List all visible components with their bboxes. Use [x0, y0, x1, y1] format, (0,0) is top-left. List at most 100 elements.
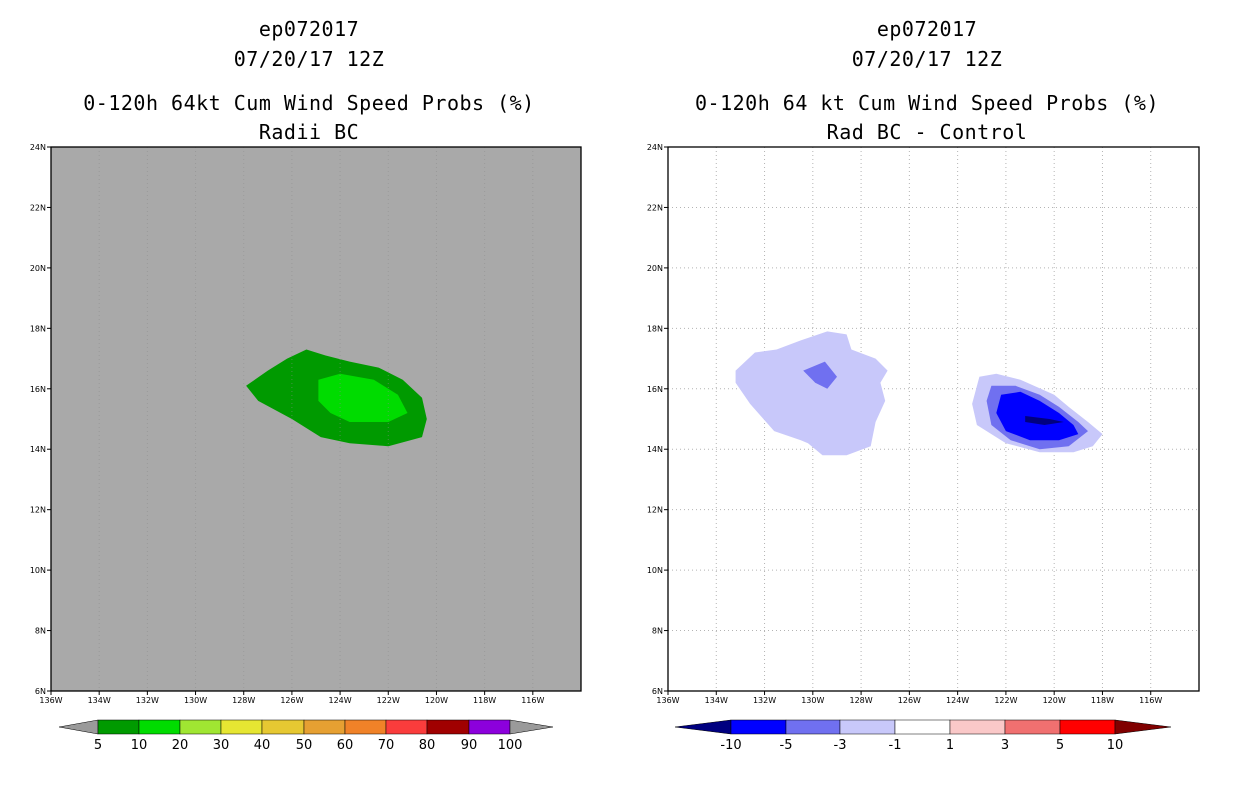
legend-label: 100 [498, 738, 523, 753]
legend-arrow-right [1114, 719, 1172, 735]
plot-frame [50, 146, 582, 692]
contour-region [803, 361, 837, 389]
legend-swatch [344, 719, 387, 735]
legend-label: -1 [889, 738, 902, 753]
x-tick-label: 128W [849, 696, 872, 705]
y-tick-label: 12N [30, 506, 46, 515]
contour-region [735, 331, 888, 456]
right-panel: ep072017 07/20/17 12Z 0-120h 64 kt Cum W… [618, 0, 1236, 800]
x-tick-label: 120W [425, 696, 448, 705]
color-legend: 5 10 20 30 40 50 60 70 80 90 100 [58, 719, 554, 753]
plot-frame [667, 146, 1200, 692]
y-tick-label: 6N [652, 687, 663, 696]
x-tick-label: 136W [39, 696, 62, 705]
y-tick-label: 8N [652, 627, 663, 636]
storm-id: ep072017 [876, 17, 978, 41]
y-tick-label: 18N [30, 324, 46, 333]
legend-swatch [261, 719, 305, 735]
legend-label: -10 [720, 738, 741, 753]
legend-label: 90 [461, 738, 478, 753]
y-tick-label: 14N [30, 445, 46, 454]
y-tick-label: 10N [647, 566, 663, 575]
legend-label: 30 [213, 738, 230, 753]
date-label: 07/20/17 12Z [233, 47, 385, 71]
legend-swatch [426, 719, 470, 735]
x-tick-label: 132W [753, 696, 776, 705]
legend-swatch [97, 719, 140, 735]
x-tick-label: 128W [232, 696, 255, 705]
y-tick-label: 22N [647, 203, 663, 212]
legend-label: 5 [94, 738, 102, 753]
legend-swatch [385, 719, 428, 735]
x-tick-label: 124W [946, 696, 969, 705]
legend-label: 10 [131, 738, 148, 753]
color-legend: -10 -5 -3 -1 1 3 5 10 [674, 719, 1172, 753]
x-tick-label: 126W [280, 696, 303, 705]
plot-area [668, 147, 1199, 691]
legend-label: 50 [296, 738, 313, 753]
legend-swatch [468, 719, 511, 735]
legend-swatch [138, 719, 181, 735]
x-tick-label: 136W [656, 696, 679, 705]
legend-label: 80 [419, 738, 436, 753]
legend-label: 3 [1001, 738, 1009, 753]
contour-region [1025, 416, 1064, 425]
legend-swatch [1059, 719, 1116, 735]
y-tick-label: 6N [35, 687, 46, 696]
x-tick-label: 134W [88, 696, 111, 705]
legend-swatch [179, 719, 222, 735]
y-tick-label: 24N [647, 143, 663, 152]
legend-label: 60 [337, 738, 354, 753]
legend-swatch [785, 719, 841, 735]
legend-label: 1 [946, 738, 954, 753]
legend-label: 40 [254, 738, 271, 753]
legend-label: 5 [1056, 738, 1064, 753]
legend-label: 10 [1107, 738, 1124, 753]
y-tick-label: 12N [647, 506, 663, 515]
x-tick-label: 130W [801, 696, 824, 705]
storm-id: ep072017 [258, 17, 360, 41]
y-tick-label: 20N [647, 264, 663, 273]
x-tick-label: 134W [705, 696, 728, 705]
legend-label: -3 [834, 738, 847, 753]
legend-label: 70 [378, 738, 395, 753]
y-tick-label: 8N [35, 627, 46, 636]
x-tick-label: 132W [136, 696, 159, 705]
legend-arrow-right [509, 719, 554, 735]
legend-label: -5 [780, 738, 793, 753]
date-label: 07/20/17 12Z [851, 47, 1003, 71]
x-tick-label: 116W [1139, 696, 1162, 705]
y-tick-label: 10N [30, 566, 46, 575]
chart-subtitle: Rad BC - Control [826, 120, 1028, 144]
x-tick-label: 122W [994, 696, 1017, 705]
legend-swatch [730, 719, 787, 735]
legend-swatch [303, 719, 346, 735]
y-tick-label: 22N [30, 203, 46, 212]
legend-swatch [839, 719, 896, 735]
legend-swatch [220, 719, 263, 735]
map-chart: 136W 134W 132W 130W 128W 126W 124W 122W 120W 118W… [30, 143, 582, 753]
legend-label: 20 [172, 738, 189, 753]
y-tick-label: 14N [647, 445, 663, 454]
x-tick-label: 116W [521, 696, 544, 705]
legend-arrow-left [674, 719, 732, 735]
x-tick-label: 118W [1091, 696, 1114, 705]
y-tick-label: 16N [30, 385, 46, 394]
legend-swatch [1004, 719, 1061, 735]
y-tick-label: 24N [30, 143, 46, 152]
contour-region [996, 391, 1079, 441]
x-tick-label: 126W [898, 696, 921, 705]
y-tick-label: 16N [647, 385, 663, 394]
legend-arrow-left [58, 719, 99, 735]
chart-title: 0-120h 64 kt Cum Wind Speed Probs (%) [694, 91, 1160, 115]
x-tick-label: 130W [184, 696, 207, 705]
contour-region [318, 373, 408, 422]
legend-swatch [949, 719, 1006, 735]
x-tick-label: 118W [473, 696, 496, 705]
x-tick-label: 124W [328, 696, 351, 705]
y-tick-label: 18N [647, 324, 663, 333]
x-tick-label: 122W [377, 696, 400, 705]
chart-title: 0-120h 64kt Cum Wind Speed Probs (%) [83, 91, 535, 115]
legend-swatch [894, 719, 951, 735]
map-chart: 136W 134W 132W 130W 128W 126W 124W 122W 120W 118W… [647, 143, 1200, 753]
